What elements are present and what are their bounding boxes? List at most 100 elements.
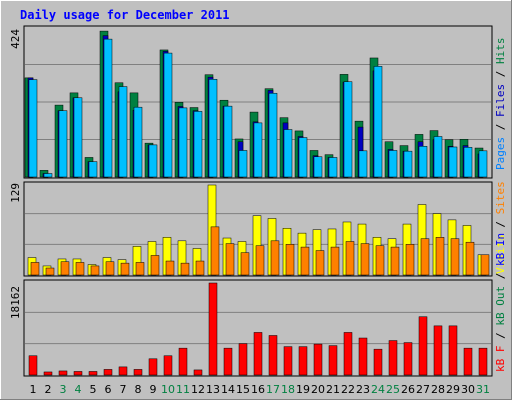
x-tick-day-23: 23 xyxy=(356,383,370,396)
x-tick-day-20: 20 xyxy=(311,383,325,396)
bar-kb-f-day-30 xyxy=(463,347,473,376)
bar-kb-f-day-31 xyxy=(478,347,488,376)
bar-kb-f-day-19 xyxy=(298,346,308,376)
bar-pages-day-1 xyxy=(28,79,38,178)
bar-kb-f-day-10 xyxy=(163,355,173,376)
bar-sites-day-19 xyxy=(300,246,310,276)
legend-part: Visits xyxy=(494,234,507,274)
bar-sites-day-22 xyxy=(345,241,355,276)
legend-part: / xyxy=(494,326,507,346)
middle-panel-legend: Visits / Sites xyxy=(494,181,507,274)
bar-sites-day-7 xyxy=(120,262,130,276)
bar-pages-day-21 xyxy=(328,157,338,178)
bar-kb-f-day-25 xyxy=(388,340,398,376)
bar-sites-day-20 xyxy=(315,250,325,276)
bar-sites-day-24 xyxy=(375,245,385,276)
bar-sites-day-9 xyxy=(150,255,160,276)
bar-pages-day-23 xyxy=(358,150,368,178)
legend-part: Sites xyxy=(494,181,507,214)
x-tick-day-24: 24 xyxy=(371,383,385,396)
bar-pages-day-20 xyxy=(313,156,323,178)
bar-kb-f-day-15 xyxy=(238,343,248,376)
x-tick-day-19: 19 xyxy=(296,383,310,396)
bar-kb-f-day-16 xyxy=(253,332,263,376)
legend-part: / xyxy=(494,214,507,234)
bar-sites-day-12 xyxy=(195,260,205,276)
legend-part: / xyxy=(494,117,507,137)
legend-part: kB In xyxy=(494,233,507,266)
bar-sites-day-1 xyxy=(30,262,40,276)
legend-part: kB Out xyxy=(494,286,507,326)
bar-sites-day-27 xyxy=(420,238,430,276)
bar-sites-day-23 xyxy=(360,243,370,276)
x-tick-day-2: 2 xyxy=(45,383,52,396)
bar-sites-day-4 xyxy=(75,262,85,276)
bar-sites-day-11 xyxy=(180,262,190,276)
x-tick-day-1: 1 xyxy=(30,383,37,396)
bar-pages-day-27 xyxy=(418,146,428,178)
bar-kb-f-day-1 xyxy=(28,355,38,376)
top-panel-max-label: 424 xyxy=(9,29,22,49)
bar-kb-f-day-14 xyxy=(223,347,233,376)
x-tick-day-28: 28 xyxy=(431,383,445,396)
bar-kb-f-day-22 xyxy=(343,332,353,376)
bar-pages-day-16 xyxy=(253,122,263,178)
bar-kb-f-day-26 xyxy=(403,342,413,376)
bar-kb-f-day-13 xyxy=(208,282,218,376)
bar-pages-day-7 xyxy=(118,86,128,178)
bar-pages-day-13 xyxy=(208,79,218,178)
x-tick-day-11: 11 xyxy=(176,383,190,396)
bar-sites-day-25 xyxy=(390,246,400,276)
x-tick-day-9: 9 xyxy=(150,383,157,396)
bar-pages-day-25 xyxy=(388,150,398,178)
bar-pages-day-5 xyxy=(88,161,98,178)
bar-pages-day-6 xyxy=(103,38,113,178)
legend-part: Hits xyxy=(494,38,507,65)
bar-sites-day-5 xyxy=(90,265,100,276)
bar-kb-f-day-7 xyxy=(118,366,128,376)
x-tick-day-18: 18 xyxy=(281,383,295,396)
bar-pages-day-19 xyxy=(298,137,308,178)
x-tick-day-8: 8 xyxy=(135,383,142,396)
x-tick-day-7: 7 xyxy=(120,383,127,396)
x-tick-day-30: 30 xyxy=(461,383,475,396)
bar-pages-day-30 xyxy=(463,147,473,178)
x-tick-day-31: 31 xyxy=(476,383,490,396)
bottom-panel-max-label: 18162 xyxy=(9,286,22,319)
x-tick-day-6: 6 xyxy=(105,383,112,396)
bar-pages-day-15 xyxy=(238,150,248,178)
bar-kb-f-day-3 xyxy=(58,370,68,376)
bar-sites-day-6 xyxy=(105,261,115,276)
bar-kb-f-day-23 xyxy=(358,337,368,376)
bar-pages-day-29 xyxy=(448,146,458,178)
bar-sites-day-18 xyxy=(285,244,295,276)
x-tick-day-15: 15 xyxy=(236,383,250,396)
bar-sites-day-16 xyxy=(255,245,265,276)
bar-kb-f-day-20 xyxy=(313,343,323,376)
x-tick-day-10: 10 xyxy=(161,383,175,396)
x-tick-day-12: 12 xyxy=(191,383,205,396)
bar-pages-day-24 xyxy=(373,66,383,178)
bar-kb-f-day-9 xyxy=(148,358,158,376)
x-axis-day-labels: 1 2 3 4 5 6 7 8 9 10 11 12 13 14 15 16 17 18 19 20 21 22 23 24 2… xyxy=(30,383,491,396)
bar-sites-day-31 xyxy=(480,254,490,276)
bar-kb-f-day-2 xyxy=(43,371,53,376)
bar-pages-day-28 xyxy=(433,136,443,178)
x-tick-day-13: 13 xyxy=(206,383,220,396)
x-tick-day-29: 29 xyxy=(446,383,460,396)
x-tick-day-16: 16 xyxy=(251,383,265,396)
bar-pages-day-12 xyxy=(193,111,203,178)
legend-part: / xyxy=(494,266,507,286)
bar-sites-day-14 xyxy=(225,243,235,276)
bar-pages-day-2 xyxy=(43,173,53,178)
x-tick-day-27: 27 xyxy=(416,383,430,396)
x-tick-day-21: 21 xyxy=(326,383,340,396)
bar-sites-day-17 xyxy=(270,240,280,276)
bar-kb-f-day-8 xyxy=(133,369,143,376)
bar-kb-f-day-24 xyxy=(373,348,383,376)
x-tick-day-17: 17 xyxy=(266,383,280,396)
x-tick-day-14: 14 xyxy=(221,383,235,396)
bar-sites-day-13 xyxy=(210,226,220,276)
bar-sites-day-8 xyxy=(135,262,145,276)
